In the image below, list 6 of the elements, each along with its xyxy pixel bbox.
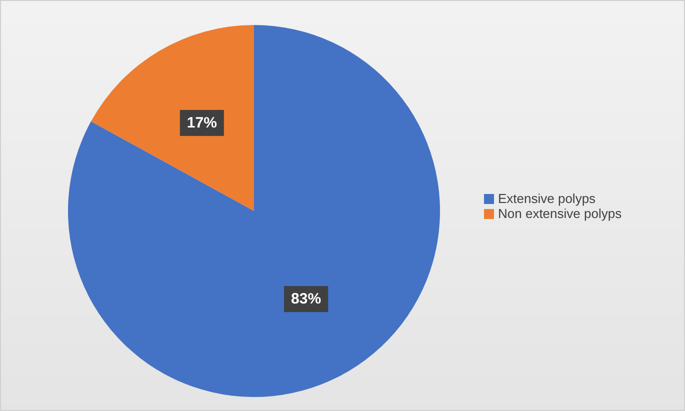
legend-label: Non extensive polyps — [498, 206, 622, 220]
pie-slice — [91, 25, 254, 211]
data-label: 17% — [186, 114, 217, 132]
data-label: 83% — [291, 290, 322, 308]
pie-slice — [68, 25, 440, 397]
legend-label: Extensive polyps — [498, 190, 596, 206]
